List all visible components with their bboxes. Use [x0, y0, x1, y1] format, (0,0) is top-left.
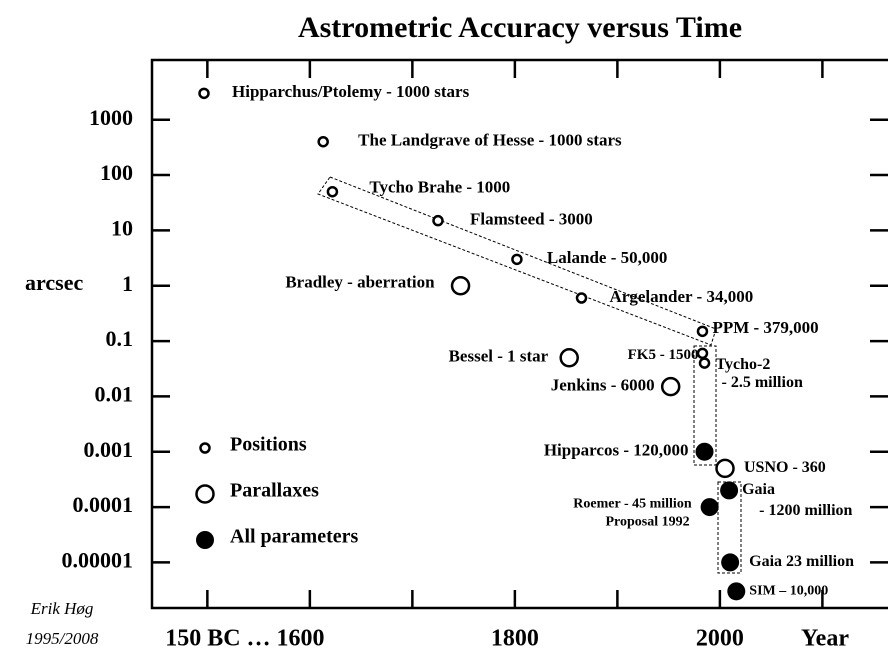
- y-tick-label: 1: [122, 271, 133, 296]
- point-label: SIM – 10,000: [749, 584, 828, 599]
- point-label: Tycho Brahe - 1000: [369, 178, 510, 197]
- trend-band: [317, 176, 717, 346]
- x-tick-label: 2000: [696, 626, 744, 652]
- y-tick-label: 10: [111, 215, 133, 240]
- author: Erik Høg: [30, 599, 94, 618]
- author-years: 1995/2008: [26, 629, 99, 648]
- plot-frame: [150, 58, 888, 610]
- point-label: Bradley - aberration: [285, 273, 435, 292]
- point: [698, 357, 711, 369]
- y-tick-label: 0.001: [84, 437, 134, 462]
- y-axis-label: arcsec: [25, 270, 83, 295]
- point: [720, 481, 739, 500]
- point: [696, 325, 709, 338]
- point: [715, 458, 735, 479]
- point-label: Roemer - 45 million: [573, 496, 692, 511]
- point-label: Gaia 23 million: [749, 553, 854, 570]
- point-label: USNO - 360: [744, 459, 826, 476]
- point-label: FK5 - 1500: [628, 347, 699, 363]
- point: [432, 214, 444, 227]
- point: [450, 275, 471, 296]
- x-tick-label: 150 BC … 1600: [165, 626, 324, 652]
- point-label: Proposal 1992: [605, 514, 689, 529]
- point: [727, 582, 746, 601]
- point-label: Argelander - 34,000: [610, 287, 754, 306]
- point-label: Lalande - 50,000: [547, 248, 667, 267]
- point: [559, 347, 579, 368]
- legend-marker: [196, 531, 214, 549]
- point: [721, 553, 740, 572]
- point-label: - 2.5 million: [722, 374, 803, 391]
- point: [696, 347, 709, 360]
- legend-label: All parameters: [230, 526, 359, 548]
- point-label: Flamsteed - 3000: [470, 210, 593, 229]
- y-tick-label: 0.00001: [62, 547, 134, 572]
- point: [660, 376, 681, 397]
- point: [326, 185, 339, 198]
- point: [198, 87, 210, 100]
- point-label: Hipparcos - 120,000: [544, 441, 689, 460]
- x-axis-label: Year: [801, 626, 849, 652]
- y-tick-label: 1000: [89, 105, 133, 130]
- legend-marker: [199, 442, 211, 454]
- y-tick-label: 100: [100, 160, 133, 185]
- legend-label: Positions: [230, 434, 307, 456]
- y-tick-label: 0.01: [95, 381, 134, 406]
- point-label: PPM - 379,000: [712, 318, 818, 337]
- y-tick-label: 0.0001: [73, 492, 134, 517]
- chart-title: Astrometric Accuracy versus Time: [298, 11, 742, 44]
- legend-marker: [195, 484, 215, 504]
- point: [317, 135, 329, 148]
- point-label: Gaia: [742, 481, 775, 498]
- point-label: Jenkins - 6000: [551, 376, 655, 395]
- group-box: [693, 345, 717, 466]
- point-label: Tycho-2: [716, 356, 771, 373]
- legend-label: Parallaxes: [230, 480, 319, 502]
- point: [700, 498, 719, 517]
- point-label: Hipparchus/Ptolemy - 1000 stars: [232, 82, 470, 101]
- point-label: The Landgrave of Hesse - 1000 stars: [358, 131, 622, 150]
- x-tick-label: 1800: [491, 626, 539, 652]
- point-label: - 1200 million: [759, 502, 852, 519]
- point: [575, 292, 588, 304]
- point: [695, 442, 714, 461]
- point: [511, 253, 523, 266]
- y-tick-label: 0.1: [106, 326, 134, 351]
- point-label: Bessel - 1 star: [449, 347, 549, 366]
